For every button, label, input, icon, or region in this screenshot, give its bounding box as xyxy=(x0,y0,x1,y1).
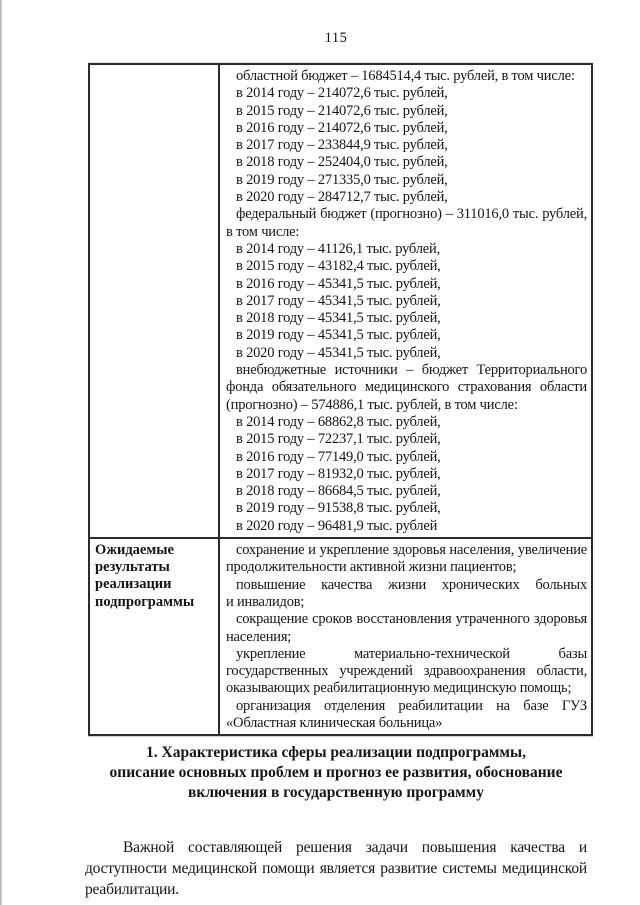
budget-line: в 2016 году – 45341,5 тыс. рублей, xyxy=(236,275,441,292)
budget-line: областной бюджет – 1684514,4 тыс. рублей… xyxy=(236,68,575,84)
section-heading: 1. Характеристика сферы реализации подпр… xyxy=(85,743,587,803)
section-heading-line: описание основных проблем и прогноз ее р… xyxy=(109,764,563,781)
budget-line: в 2019 году – 91538,8 тыс. рублей, xyxy=(236,500,441,517)
result-item: сокращение сроков восстановления утрачен… xyxy=(226,611,587,645)
budget-line: в 2020 году – 284712,7 тыс. рублей, xyxy=(236,189,448,206)
budget-line: внебюджетные источники – бюджет Территор… xyxy=(226,362,587,413)
result-item: организация отделения реабилитации на ба… xyxy=(226,697,587,731)
body-paragraph: Важной составляющей решения задачи повыш… xyxy=(85,839,587,898)
table-row-expected-results: Ожидаемые результаты реализации подпрогр… xyxy=(90,537,591,735)
budget-line: в 2018 году – 45341,5 тыс. рублей, xyxy=(236,310,441,327)
subprogram-passport-table: областной бюджет – 1684514,4 тыс. рублей… xyxy=(88,63,593,737)
budget-line: в 2016 году – 77149,0 тыс. рублей, xyxy=(236,448,441,465)
result-item: укрепление материально-технической базы … xyxy=(226,645,587,697)
budget-line: в 2016 году – 214072,6 тыс. рублей, xyxy=(236,119,448,136)
budget-line: в 2017 году – 233844,9 тыс. рублей, xyxy=(236,137,448,154)
budget-line: в 2017 году – 81932,0 тыс. рублей, xyxy=(236,465,441,482)
budget-line: в 2015 году – 72237,1 тыс. рублей, xyxy=(236,431,441,448)
scan-speck-artifact xyxy=(156,870,159,873)
budget-line: в 2014 году – 214072,6 тыс. рублей, xyxy=(236,85,448,102)
budget-line: в 2014 году – 68862,8 тыс. рублей, xyxy=(236,413,441,430)
budget-line: в 2019 году – 271335,0 тыс. рублей, xyxy=(236,171,448,188)
row-label-expected-results: Ожидаемые результаты реализации подпрогр… xyxy=(90,539,220,735)
budget-line: в 2018 году – 252404,0 тыс. рублей, xyxy=(236,154,448,171)
expected-results-cell: сохранение и укрепление здоровья населен… xyxy=(220,539,591,734)
budget-line: в 2015 году – 43182,4 тыс. рублей, xyxy=(236,258,441,275)
budget-line: в 2014 году – 41126,1 тыс. рублей, xyxy=(236,240,441,257)
page-number: 115 xyxy=(324,30,348,46)
budget-line: в 2019 году – 45341,5 тыс. рублей, xyxy=(236,327,441,344)
budget-line: в 2018 году – 86684,5 тыс. рублей, xyxy=(236,483,441,500)
result-item: повышение качества жизни хронических бол… xyxy=(226,576,587,610)
row-label-budget xyxy=(90,65,220,538)
budget-line: в 2020 году – 96481,9 тыс. рублей xyxy=(236,517,438,534)
budget-line: в 2015 году – 214072,6 тыс. рублей, xyxy=(236,102,448,119)
scan-edge-artifact xyxy=(0,0,3,905)
budget-line: в 2020 году – 45341,5 тыс. рублей, xyxy=(236,344,441,361)
section-heading-line: включения в государственную программу xyxy=(188,784,484,801)
budget-line: федеральный бюджет (прогнозно) – 311016,… xyxy=(226,206,587,240)
budget-cell: областной бюджет – 1684514,4 тыс. рублей… xyxy=(220,65,591,537)
result-item: сохранение и укрепление здоровья населен… xyxy=(226,542,587,576)
section-heading-line: 1. Характеристика сферы реализации подпр… xyxy=(146,744,526,761)
budget-line: в 2017 году – 45341,5 тыс. рублей, xyxy=(236,292,441,309)
table-row-budget: областной бюджет – 1684514,4 тыс. рублей… xyxy=(90,65,591,538)
